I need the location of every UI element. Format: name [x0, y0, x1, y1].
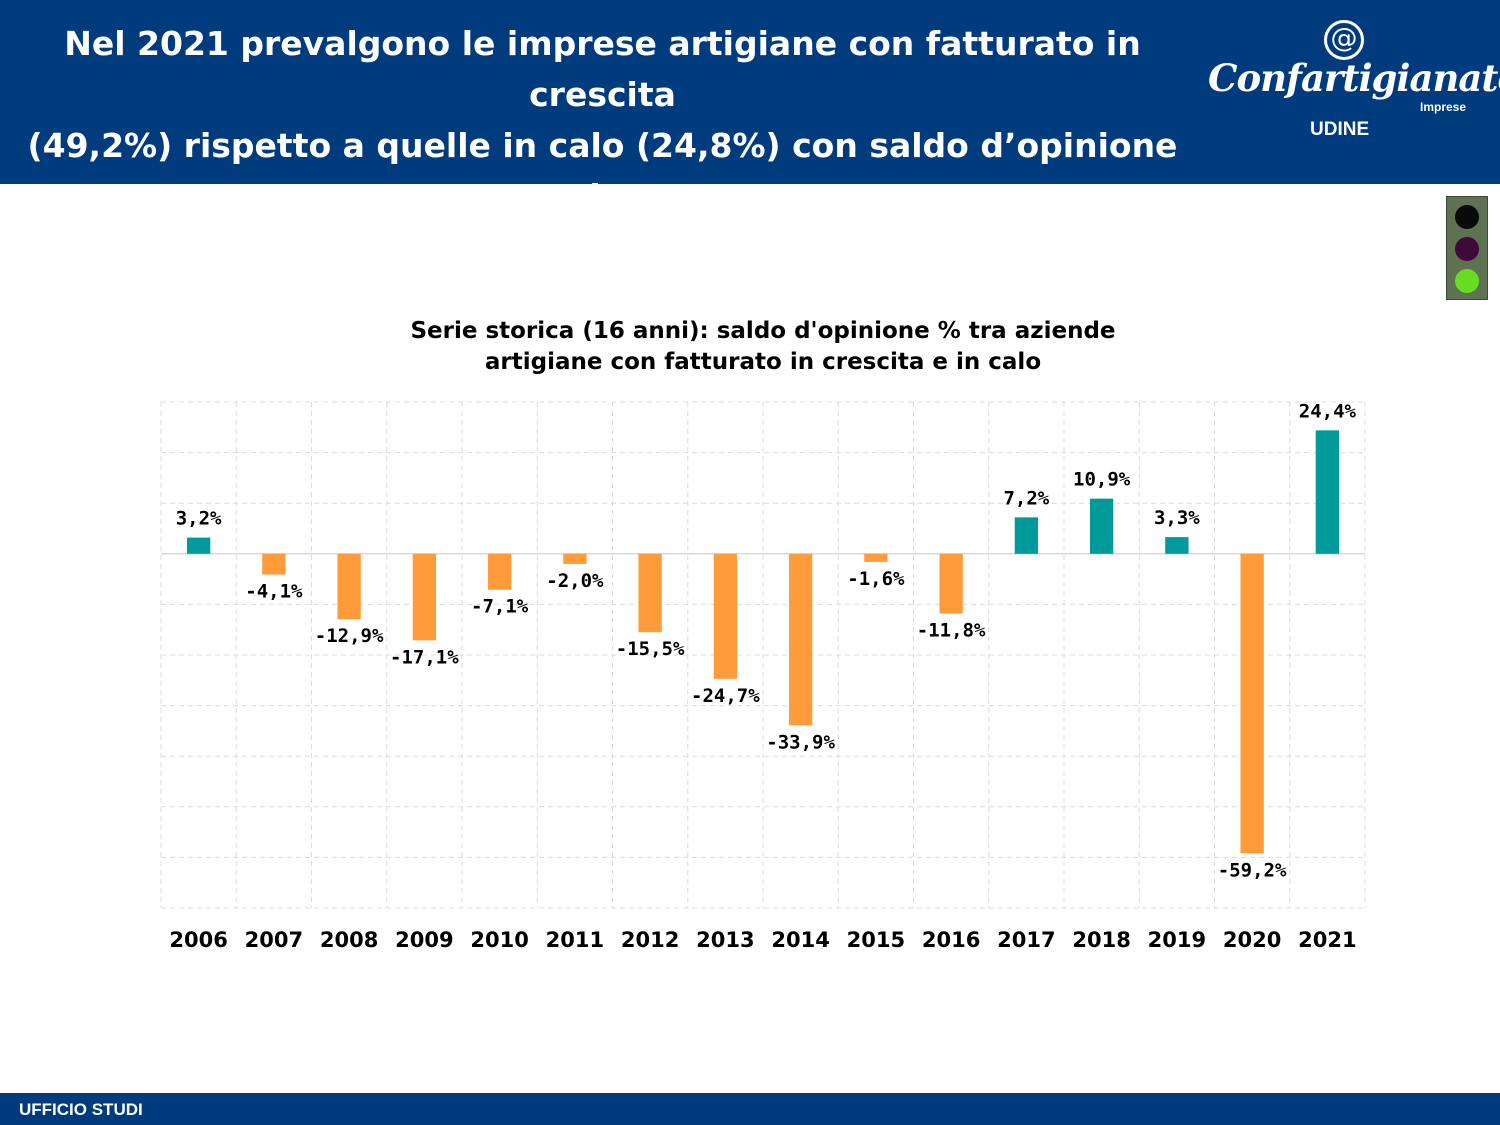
- chart-title: Serie storica (16 anni): saldo d'opinion…: [300, 316, 1226, 378]
- data-label: 24,4%: [1299, 400, 1357, 422]
- bar: [638, 553, 662, 633]
- footer-bar: UFFICIO STUDI: [0, 1093, 1500, 1125]
- x-tick-label: 2014: [771, 928, 829, 952]
- data-label: -1,6%: [847, 568, 905, 590]
- x-tick-label: 2010: [470, 928, 528, 952]
- bar: [1315, 430, 1340, 554]
- at-symbol-icon: @: [1324, 20, 1364, 60]
- x-tick-label: 2016: [922, 928, 980, 952]
- x-tick-label: 2009: [395, 928, 453, 952]
- bar-chart: 3,2% 2006 -4,1% 2007 -12,9% 2008 -17,1% 2009 -7,…: [160, 400, 1366, 952]
- bar: [563, 553, 587, 564]
- data-label: 3,2%: [176, 508, 222, 530]
- x-tick-label: 2011: [546, 928, 604, 952]
- data-label: -15,5%: [616, 638, 685, 660]
- bar: [1014, 517, 1039, 554]
- data-label: -17,1%: [390, 646, 459, 668]
- chart-title-line: Serie storica (16 anni): saldo d'opinion…: [410, 318, 1116, 344]
- header-banner: Nel 2021 prevalgono le imprese artigiane…: [0, 0, 1500, 267]
- logo-subtitle: Imprese: [1420, 100, 1467, 114]
- logo-city: UDINE: [1310, 119, 1370, 140]
- footer-label: UFFICIO STUDI: [19, 1100, 143, 1119]
- bar: [713, 553, 738, 679]
- confartigianato-logo: @ Confartigianato Imprese UDINE: [1200, 18, 1500, 148]
- headline: Nel 2021 prevalgono le imprese artigiane…: [20, 18, 1185, 273]
- bar: [1089, 498, 1114, 554]
- x-tick-label: 2008: [320, 928, 378, 952]
- traffic-light-icon: [1446, 196, 1488, 300]
- bar: [262, 553, 286, 575]
- traffic-light-lamp-bottom: [1455, 269, 1479, 293]
- x-tick-label: 2013: [696, 928, 754, 952]
- data-label: -7,1%: [471, 596, 529, 618]
- data-label: -11,8%: [917, 620, 986, 642]
- data-label: -12,9%: [315, 625, 384, 647]
- x-tick-label: 2019: [1148, 928, 1206, 952]
- data-label: 7,2%: [1003, 487, 1049, 509]
- x-tick-label: 2017: [997, 928, 1055, 952]
- bar: [1240, 553, 1264, 854]
- bar: [487, 553, 512, 590]
- data-label: -2,0%: [546, 570, 604, 592]
- headline-line: (49,2%) rispetto a quelle in calo (24,8%…: [27, 126, 1178, 216]
- data-label: 10,9%: [1073, 469, 1131, 491]
- traffic-light-lamp-top: [1455, 205, 1479, 229]
- data-label: 3,3%: [1154, 507, 1200, 529]
- logo-name: Confartigianato: [1208, 56, 1500, 100]
- bar: [186, 537, 211, 554]
- x-tick-label: 2021: [1298, 928, 1356, 952]
- traffic-light-lamp-middle: [1455, 237, 1479, 261]
- bar: [939, 553, 963, 614]
- headline-line: torna in positivo (+24,4%), dopo il crol…: [53, 228, 1152, 267]
- x-tick-label: 2007: [245, 928, 303, 952]
- bar: [864, 553, 888, 562]
- data-label: -33,9%: [766, 731, 835, 753]
- data-label: -59,2%: [1218, 859, 1287, 881]
- bar: [412, 553, 437, 641]
- x-tick-label: 2015: [847, 928, 905, 952]
- bar: [337, 553, 361, 620]
- headline-line: Nel 2021 prevalgono le imprese artigiane…: [64, 24, 1141, 114]
- x-tick-label: 2012: [621, 928, 679, 952]
- chart-title-line: artigiane con fatturato in crescita e in…: [484, 349, 1042, 375]
- x-tick-label: 2020: [1223, 928, 1281, 952]
- x-tick-label: 2018: [1072, 928, 1130, 952]
- bar: [788, 553, 813, 726]
- x-tick-label: 2006: [169, 928, 227, 952]
- bar: [1165, 537, 1189, 554]
- data-label: -4,1%: [245, 581, 303, 603]
- data-label: -24,7%: [691, 685, 760, 707]
